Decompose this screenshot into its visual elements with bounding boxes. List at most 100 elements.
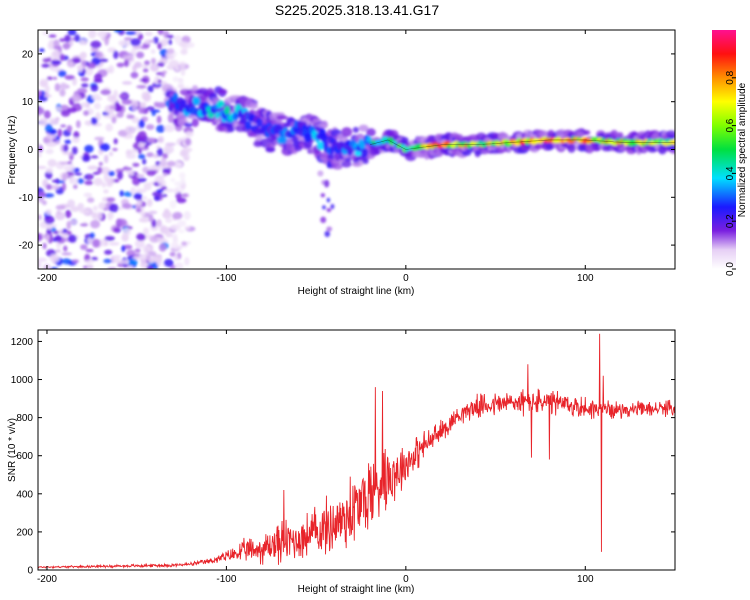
heatmap-cell xyxy=(85,248,94,253)
heatmap-cell xyxy=(151,111,156,117)
y-tick-label: 10 xyxy=(22,97,34,108)
heatmap-cell xyxy=(173,35,182,43)
heatmap-cell xyxy=(130,38,141,47)
heatmap-cell xyxy=(38,165,47,170)
spectrogram-x-label: Height of straight line (km) xyxy=(298,286,415,297)
heatmap-cell xyxy=(161,83,174,93)
heatmap-cell xyxy=(122,55,133,60)
spectrogram-y-ticks: -20 -10 0 10 20 xyxy=(19,49,675,252)
spectrogram-x-ticks: -200 -100 0 100 xyxy=(37,30,594,284)
heatmap-cell xyxy=(52,230,60,235)
heatmap-cell xyxy=(118,40,126,46)
heatmap-cell xyxy=(320,193,326,198)
heatmap-cell xyxy=(168,59,180,68)
heatmap-cell xyxy=(38,261,42,269)
heatmap-cell xyxy=(73,184,78,190)
heatmap-cell xyxy=(107,212,114,219)
heatmap-cell xyxy=(87,165,98,170)
heatmap-cell xyxy=(148,214,154,223)
heatmap-cell xyxy=(97,166,103,174)
heatmap-cell xyxy=(610,129,619,139)
heatmap-cell xyxy=(178,172,186,179)
heatmap-cell xyxy=(79,223,89,227)
heatmap-cell xyxy=(64,75,75,80)
colorbar-gradient xyxy=(712,30,736,269)
heatmap-cell xyxy=(132,256,140,260)
heatmap-cell xyxy=(256,117,263,127)
heatmap-cell xyxy=(158,243,167,252)
heatmap-cell xyxy=(169,224,181,231)
heatmap-cell xyxy=(136,174,145,178)
heatmap-cell xyxy=(90,219,101,229)
heatmap-cell xyxy=(38,118,48,126)
heatmap-cell xyxy=(139,216,148,222)
heatmap-cell xyxy=(94,136,105,141)
heatmap-cell xyxy=(567,143,576,153)
heatmap-cell xyxy=(103,189,109,194)
heatmap-cell xyxy=(91,93,101,100)
heatmap-cell xyxy=(62,228,68,234)
heatmap-cell xyxy=(134,248,141,253)
heatmap-cell xyxy=(224,122,236,128)
heatmap-cell xyxy=(163,37,169,46)
heatmap-cell xyxy=(81,83,89,88)
heatmap-cell xyxy=(183,210,191,220)
heatmap-cell xyxy=(67,199,76,209)
heatmap-cell xyxy=(67,161,73,165)
heatmap-cell xyxy=(138,119,145,129)
heatmap-cell xyxy=(326,226,333,232)
heatmap-cell xyxy=(61,252,72,256)
heatmap-cell xyxy=(145,124,155,130)
heatmap-cell xyxy=(249,101,258,110)
heatmap-cell xyxy=(90,117,98,125)
heatmap-cell xyxy=(86,62,97,69)
heatmap-cell xyxy=(172,211,183,220)
heatmap-cell xyxy=(165,218,173,223)
heatmap-cell xyxy=(72,137,80,143)
heatmap-cell xyxy=(121,233,129,242)
heatmap-cell xyxy=(135,207,142,213)
heatmap-cell xyxy=(41,63,50,68)
heatmap-cell xyxy=(67,234,77,243)
heatmap-cell xyxy=(166,48,175,55)
heatmap-cell xyxy=(123,191,133,197)
heatmap-cell xyxy=(123,37,133,41)
heatmap-cell xyxy=(60,110,71,117)
heatmap-cell xyxy=(91,211,97,219)
heatmap-cell xyxy=(42,58,52,63)
heatmap-cell xyxy=(132,162,140,167)
heatmap-cell xyxy=(116,171,124,180)
heatmap-cell xyxy=(352,126,360,133)
heatmap-cell xyxy=(42,242,47,250)
heatmap-cell xyxy=(128,171,135,176)
heatmap-cell xyxy=(665,130,675,138)
heatmap-cell xyxy=(80,244,88,251)
heatmap-cell xyxy=(112,147,118,152)
heatmap-cell xyxy=(62,182,67,191)
heatmap-cell xyxy=(96,211,103,220)
heatmap-cell xyxy=(86,197,95,203)
heatmap-cell xyxy=(184,257,190,266)
heatmap-cell xyxy=(136,233,146,241)
heatmap-cell xyxy=(74,34,80,42)
heatmap-cell xyxy=(149,235,160,243)
heatmap-cell xyxy=(71,93,82,103)
heatmap-cell xyxy=(55,211,66,221)
heatmap-cell xyxy=(143,93,152,102)
heatmap-cell xyxy=(114,30,123,33)
heatmap-cell xyxy=(149,109,161,113)
x-tick-label: -200 xyxy=(37,273,57,284)
heatmap-cell xyxy=(45,167,54,174)
heatmap-cell xyxy=(45,234,50,242)
heatmap-cell xyxy=(67,107,77,113)
heatmap-cell xyxy=(106,197,116,203)
x-tick-label: 0 xyxy=(403,273,409,284)
heatmap-cell xyxy=(80,77,89,82)
heatmap-cell xyxy=(153,36,159,44)
colorbar-tick-label: 0.6 xyxy=(725,118,736,132)
snr-y-ticks: 0 200 400 600 800 1000 1200 xyxy=(11,337,675,577)
heatmap-cell xyxy=(152,83,162,87)
heatmap-cell xyxy=(345,139,351,146)
heatmap-cell xyxy=(181,241,188,246)
heatmap-cell xyxy=(131,148,138,154)
